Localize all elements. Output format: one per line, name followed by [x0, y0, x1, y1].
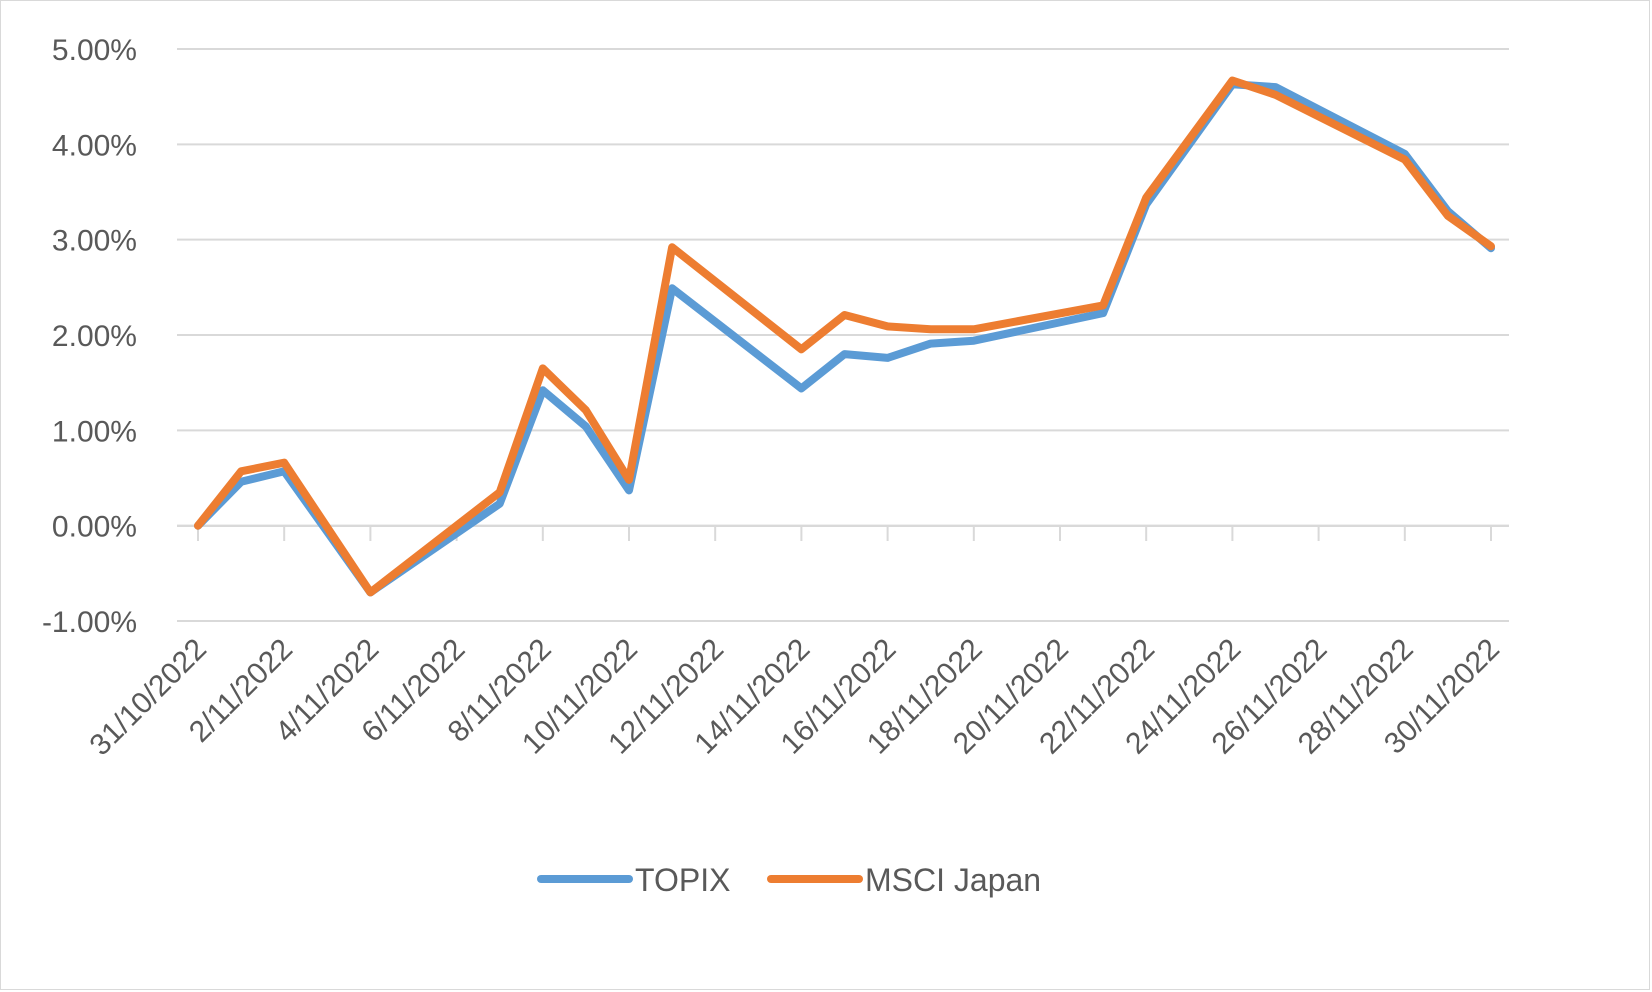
y-tick-label: 5.00%: [52, 34, 137, 67]
gridlines: [177, 48, 1509, 622]
y-tick-label: 4.00%: [52, 129, 137, 162]
legend: TOPIX MSCI Japan: [537, 862, 1041, 898]
series-line-msci-japan: [194, 76, 1495, 597]
y-axis-ticks: -1.00% 0.00% 1.00% 2.00% 3.00% 4.00% 5.00%: [42, 34, 137, 639]
legend-label: TOPIX: [635, 862, 730, 898]
x-axis-ticks: 31/10/20222/11/20224/11/20226/11/20228/1…: [83, 526, 1506, 762]
series-lines: [194, 76, 1495, 597]
y-tick-label: 2.00%: [52, 320, 137, 353]
x-tick-label: 31/10/2022: [83, 633, 213, 763]
y-tick-label: 3.00%: [52, 225, 137, 258]
legend-item[interactable]: TOPIX: [537, 862, 730, 898]
series-line-topix: [194, 80, 1495, 597]
legend-label: MSCI Japan: [865, 862, 1041, 898]
legend-item[interactable]: MSCI Japan: [767, 862, 1041, 898]
y-tick-label: 0.00%: [52, 511, 137, 544]
y-tick-label: 1.00%: [52, 415, 137, 448]
y-tick-label: -1.00%: [42, 606, 137, 639]
